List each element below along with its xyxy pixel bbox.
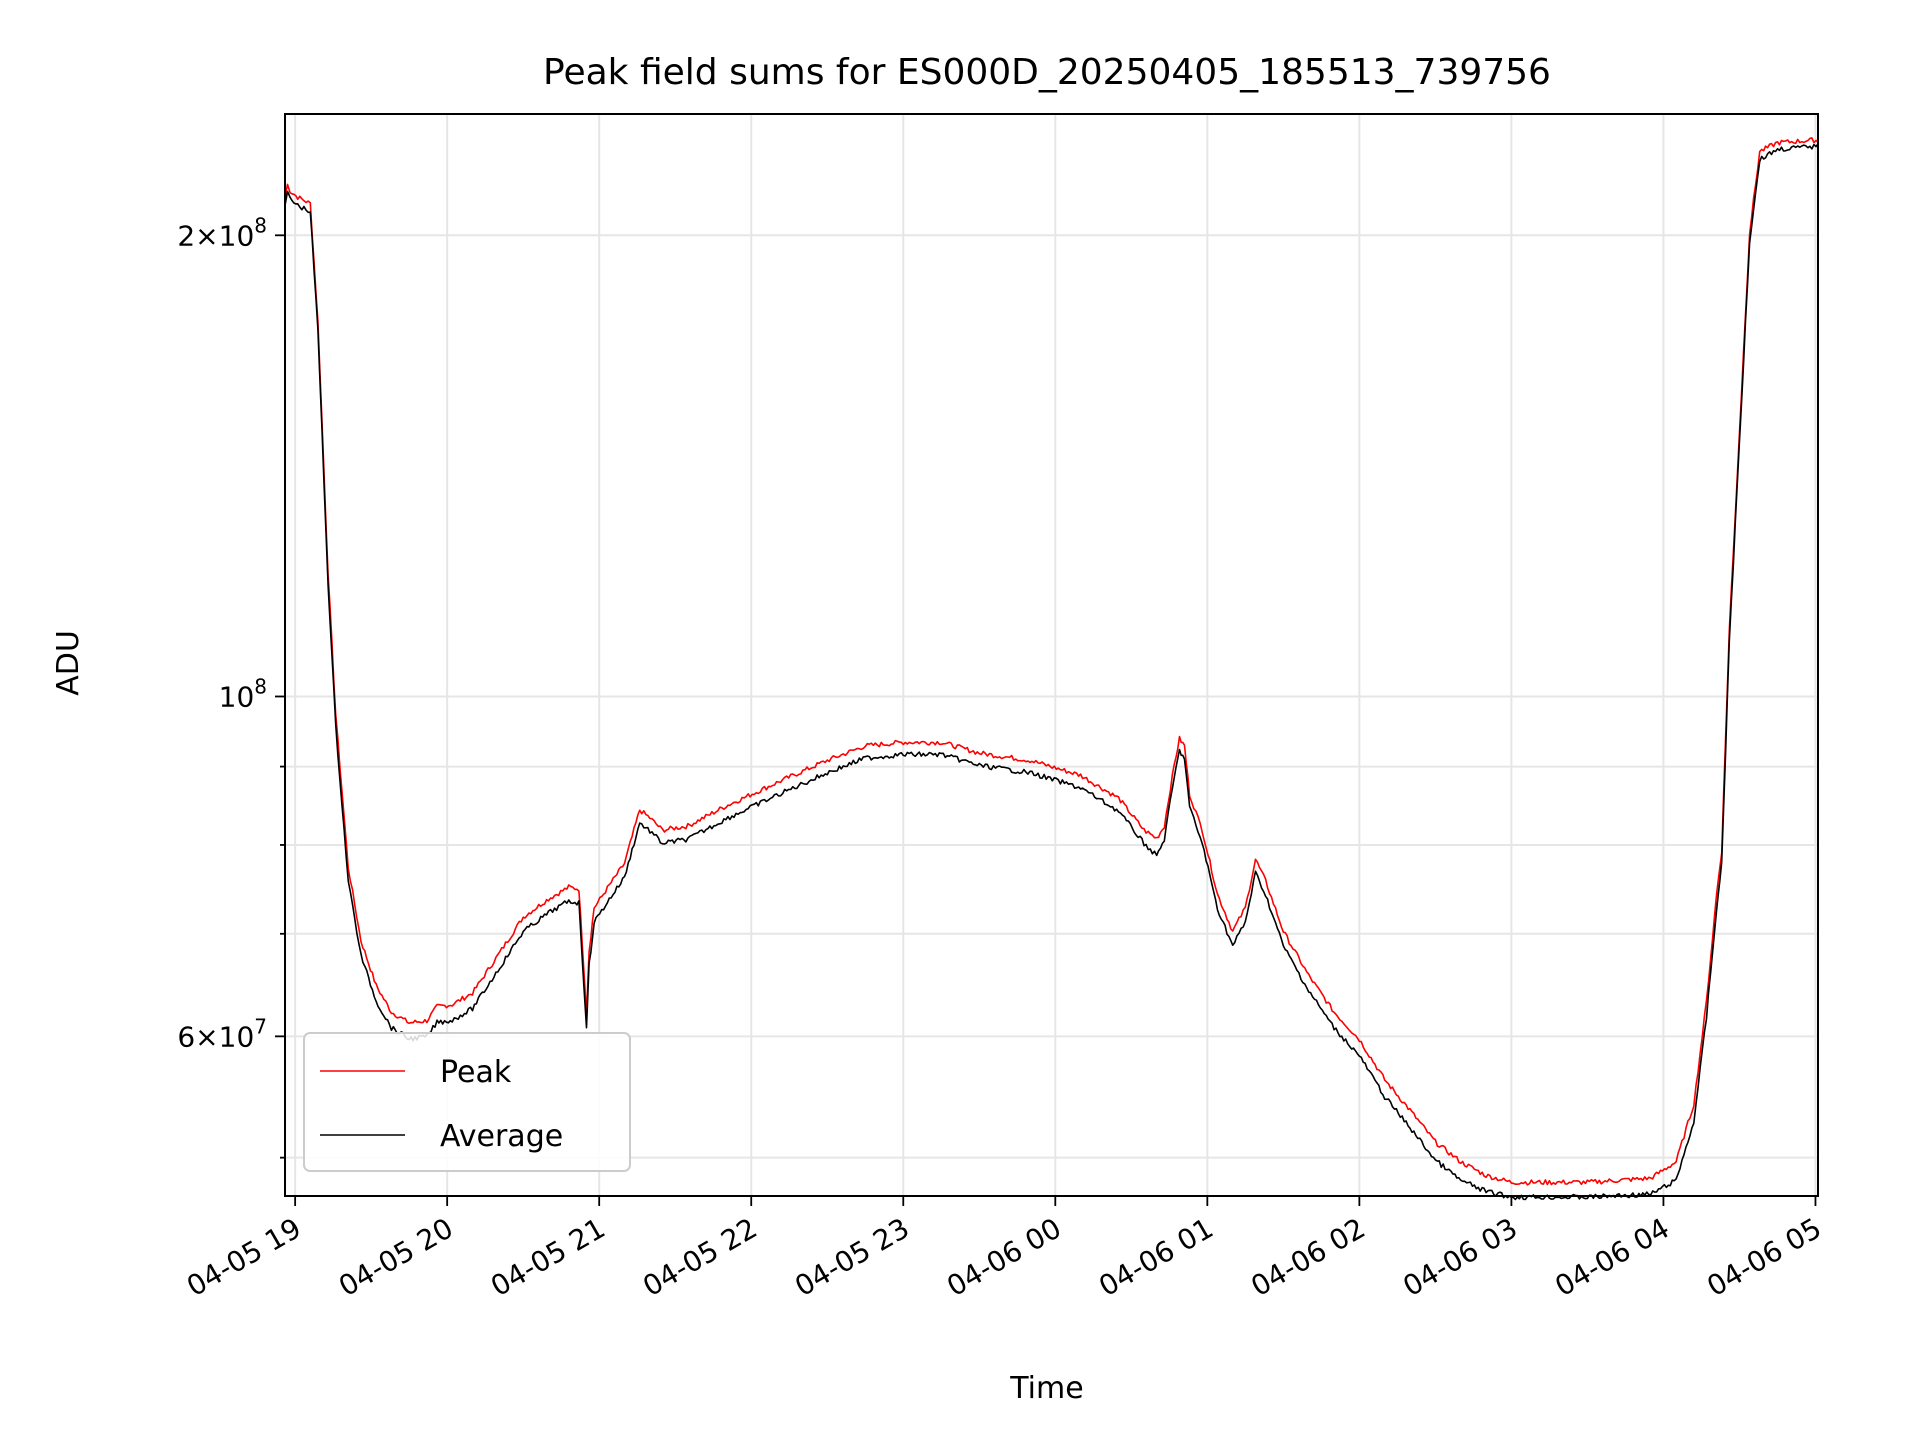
y-tick-base: 10: [219, 1020, 255, 1053]
y-tick-label: 6×107: [177, 1014, 267, 1053]
y-tick-times: ×: [195, 219, 218, 252]
y-tick-label: 108: [219, 674, 267, 713]
legend-label-peak: Peak: [440, 1055, 512, 1090]
legend-box: [303, 1032, 631, 1172]
y-tick-label: 2×108: [177, 213, 267, 252]
y-tick-mantissa: 6: [177, 1020, 195, 1053]
chart-title: Peak field sums for ES000D_20250405_1855…: [543, 52, 1551, 93]
legend: Peak Average: [303, 1032, 631, 1172]
y-tick-exponent: 7: [254, 1014, 267, 1038]
y-tick-base: 10: [219, 680, 255, 713]
x-axis-title: Time: [1009, 1371, 1083, 1406]
legend-label-average: Average: [440, 1119, 563, 1154]
plot-frame: [284, 113, 1819, 1197]
y-tick-exponent: 8: [254, 674, 267, 698]
plot-series: [284, 137, 1819, 1201]
series-line-peak: [284, 137, 1819, 1186]
y-tick-mantissa: 2: [177, 219, 195, 252]
y-tick-exponent: 8: [254, 213, 267, 237]
y-tick-times: ×: [195, 1020, 218, 1053]
y-axis-title: ADU: [51, 630, 86, 696]
series-line-average: [284, 143, 1819, 1201]
y-tick-base: 10: [219, 219, 255, 252]
